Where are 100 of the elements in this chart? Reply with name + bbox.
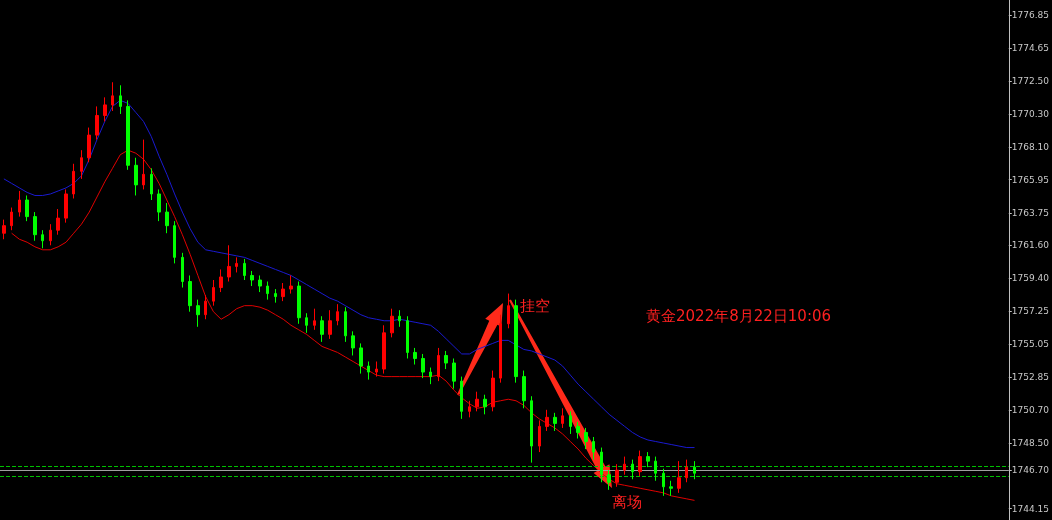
candlestick: [460, 376, 463, 420]
candlestick: [576, 421, 580, 439]
candlestick: [10, 207, 13, 231]
candlestick: [103, 96, 107, 123]
candlestick: [219, 268, 223, 293]
candlestick: [514, 299, 518, 384]
y-tick-label: 1768.10: [1011, 142, 1050, 153]
candlestick: [134, 157, 138, 196]
candlestick: [468, 400, 471, 418]
candlestick: [289, 274, 293, 295]
candlestick: [654, 456, 657, 482]
candlestick: [553, 412, 557, 432]
candlestick: [243, 258, 246, 281]
candlestick: [375, 361, 378, 378]
candlestick: [623, 456, 626, 476]
candlestick: [398, 309, 401, 328]
candlestick: [313, 308, 316, 331]
candlestick: [274, 288, 277, 304]
candlestick: [382, 324, 386, 375]
candlestick: [491, 370, 495, 412]
candlestick: [18, 190, 21, 218]
candlestick: [592, 436, 595, 461]
candlestick: [390, 308, 394, 338]
y-tick-label: 1770.30: [1011, 108, 1050, 119]
candlestick: [444, 350, 448, 370]
candlestick: [80, 149, 83, 180]
y-tick-label: 1765.95: [1011, 174, 1049, 185]
candlestick: [483, 394, 487, 415]
candlestick: [281, 282, 285, 302]
candlestick: [545, 409, 549, 432]
candlestick: [530, 395, 533, 464]
y-tick-label: 1774.65: [1011, 43, 1049, 54]
candlestick: [569, 410, 572, 435]
annotation: 挂空: [520, 296, 550, 315]
candlestick: [328, 309, 332, 340]
candlestick: [662, 468, 665, 497]
candlestick: [351, 330, 355, 356]
candlestick: [367, 361, 370, 381]
y-tick-label: 1750.70: [1011, 404, 1050, 415]
candlestick: [157, 188, 161, 222]
candlestick: [320, 315, 324, 343]
candlestick: [359, 342, 363, 375]
candlestick: [685, 459, 688, 483]
candlestick: [72, 163, 75, 199]
candlestick: [204, 294, 207, 320]
candlestick: [344, 306, 347, 343]
y-tick-label: 1744.15: [1011, 503, 1049, 514]
candlestick: [538, 419, 541, 453]
y-tick-label: 1759.40: [1011, 273, 1050, 284]
candlestick: [142, 139, 145, 190]
y-tick-label: 1746.70: [1011, 465, 1050, 476]
candlestick: [119, 84, 122, 115]
candlestick: [437, 347, 440, 382]
candlestick: [561, 407, 564, 429]
candlestick: [258, 274, 262, 293]
candlestick: [250, 270, 254, 287]
y-tick-label: 1748.50: [1011, 438, 1050, 449]
candlestick: [173, 220, 176, 264]
candlestick: [297, 281, 301, 325]
y-tick-label: 1761.60: [1011, 240, 1050, 251]
y-tick-label: 1772.50: [1011, 75, 1050, 86]
y-tick-label: 1763.75: [1011, 207, 1049, 218]
candlestick: [452, 357, 456, 390]
candlestick: [266, 281, 269, 301]
candlestick: [522, 370, 526, 409]
candlestick: [646, 451, 650, 468]
candlestick: [336, 303, 339, 326]
candlestick: [126, 99, 130, 171]
candlestick: [33, 211, 37, 242]
candlestick: [669, 480, 673, 497]
candlestick: [421, 353, 425, 379]
y-tick-label: 1755.05: [1011, 339, 1049, 350]
candlestick: [607, 469, 611, 491]
candlestick: [49, 223, 52, 246]
candlestick: [693, 460, 696, 480]
candlestick: [87, 127, 91, 163]
annotation: 离场: [612, 492, 642, 511]
candlestick: [615, 463, 619, 488]
candlestick: [584, 427, 588, 450]
candlestick: [41, 229, 44, 249]
candlestick: [600, 447, 603, 483]
candlestick: [165, 202, 169, 234]
candlestick: [188, 274, 192, 313]
candlestick: [227, 244, 231, 283]
candlestick: [638, 450, 642, 477]
y-tick-label: 1752.85: [1011, 372, 1049, 383]
candlestick: [429, 367, 432, 385]
candlestick: [406, 315, 409, 359]
candlestick: [181, 252, 184, 289]
candlestick: [413, 347, 417, 366]
candlestick: [499, 314, 502, 384]
candlestick: [111, 81, 114, 112]
annotation: 黄金2022年8月22日10:06: [646, 306, 832, 325]
candlestick: [196, 299, 200, 328]
candlestick: [150, 167, 153, 201]
candlestick: [305, 312, 308, 334]
y-tick-label: 1776.85: [1011, 10, 1049, 21]
y-tick-label: 1757.25: [1011, 305, 1049, 316]
candlestick: [25, 194, 29, 222]
candlestick: [631, 459, 634, 480]
